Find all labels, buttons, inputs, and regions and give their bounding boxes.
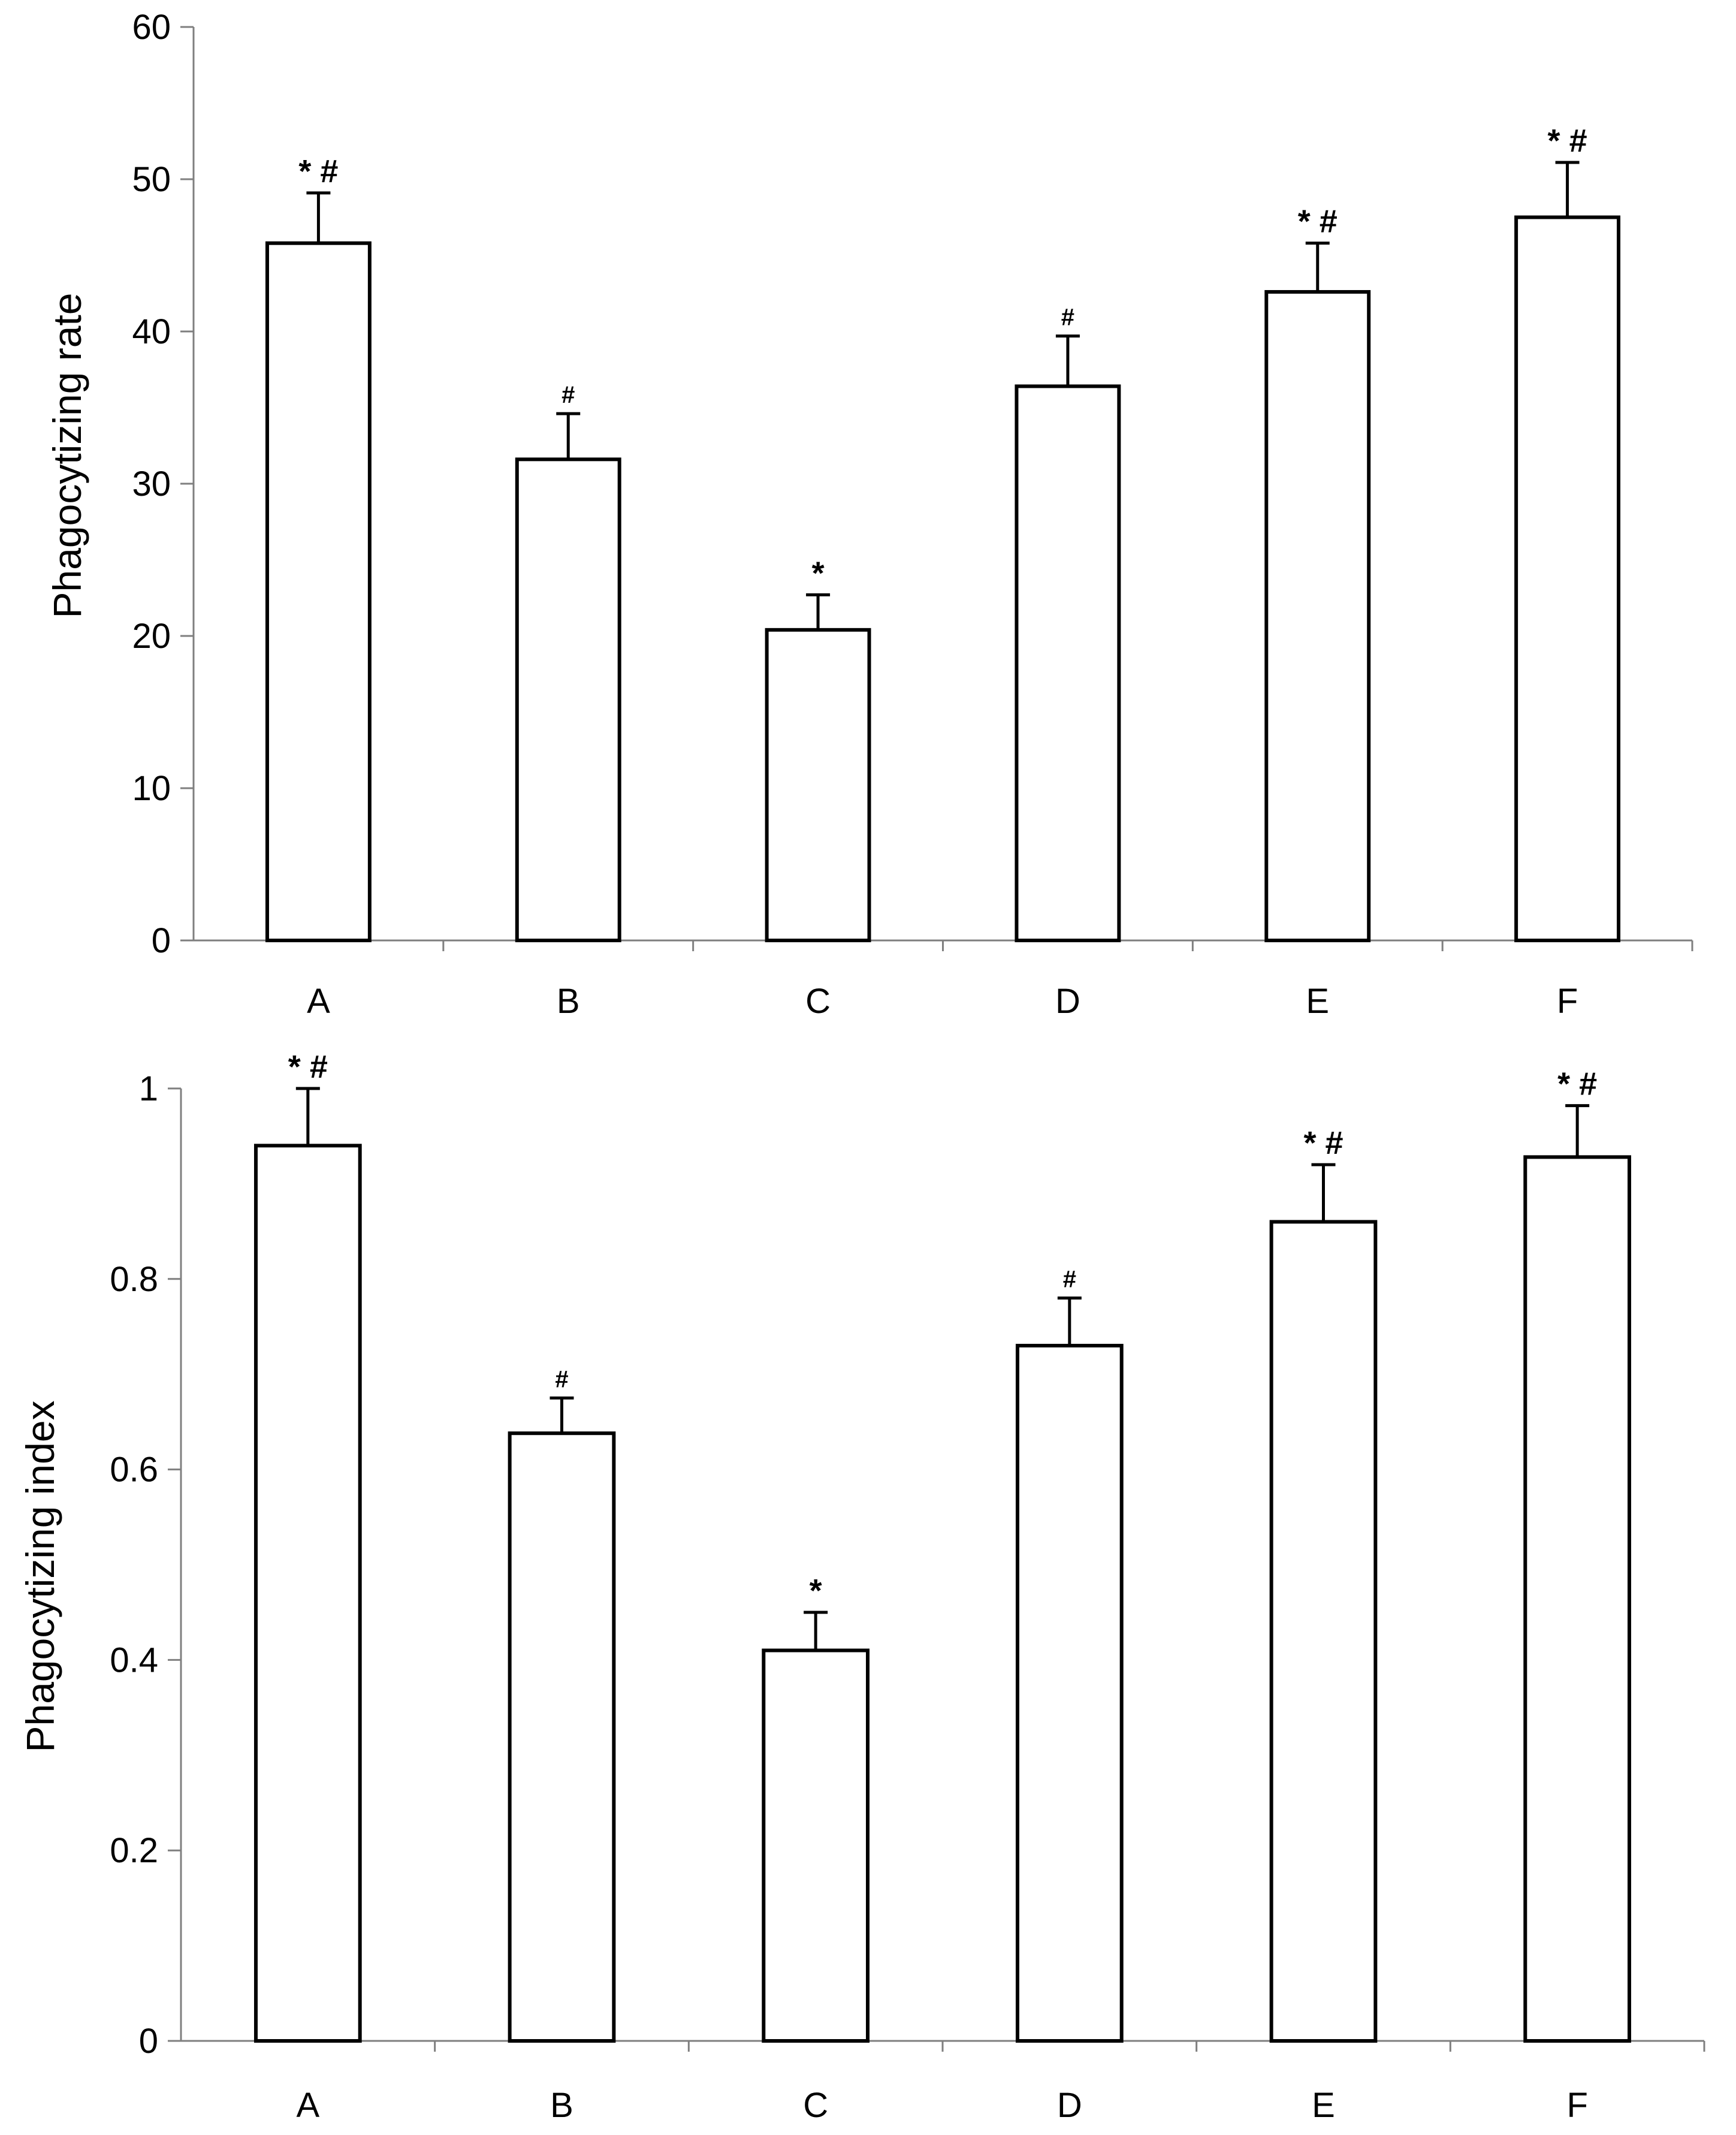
chart-panel-phagocytizing-rate: Phagocytizing rate 0 10 20 30 40 50 60 * # A # B * C… bbox=[45, 8, 1693, 1021]
x-tick-label-C: C bbox=[805, 982, 831, 1021]
bar-F bbox=[1523, 1155, 1632, 2043]
y-tick-label: 0 bbox=[139, 2022, 158, 2061]
y-tick-label: 60 bbox=[132, 8, 171, 47]
significance-label-B: # bbox=[555, 1366, 568, 1392]
y-tick-label: 50 bbox=[132, 160, 171, 199]
y-axis-title: Phagocytizing index bbox=[18, 1400, 62, 1752]
significance-label-E: * # bbox=[1303, 1125, 1343, 1161]
bar-C bbox=[762, 1648, 870, 2043]
x-tick-label-E: E bbox=[1306, 982, 1329, 1021]
x-tick-label-C: C bbox=[803, 2086, 828, 2125]
y-tick-label: 40 bbox=[132, 312, 171, 351]
bar-B bbox=[508, 1431, 616, 2043]
y-tick-label: 0.6 bbox=[110, 1451, 158, 1489]
y-tick-label: 0.2 bbox=[110, 1831, 158, 1870]
y-axis-title: Phagocytizing rate bbox=[45, 293, 89, 619]
significance-label-F: * # bbox=[1557, 1066, 1597, 1102]
significance-label-F: * # bbox=[1548, 123, 1587, 159]
y-tick-label: 0.4 bbox=[110, 1641, 158, 1679]
x-tick-label-B: B bbox=[557, 982, 580, 1021]
x-tick-label-B: B bbox=[550, 2086, 573, 2125]
y-tick-label: 1 bbox=[139, 1069, 158, 1108]
y-tick-label: 0 bbox=[152, 921, 171, 960]
bar-A bbox=[253, 1144, 362, 2043]
y-tick-label: 20 bbox=[132, 617, 171, 656]
bar-E bbox=[1264, 290, 1371, 943]
bar-A bbox=[265, 241, 372, 942]
significance-label-E: * # bbox=[1298, 204, 1338, 240]
x-tick-label-D: D bbox=[1055, 982, 1080, 1021]
significance-label-D: # bbox=[1063, 1266, 1076, 1293]
chart-panel-phagocytizing-index: Phagocytizing index 0 0.2 0.4 0.6 0.8 1 * # A # B… bbox=[18, 1049, 1705, 2125]
significance-label-D: # bbox=[1061, 304, 1074, 331]
significance-label-C: * bbox=[812, 555, 825, 591]
bar-F bbox=[1514, 215, 1621, 942]
significance-label-A: * # bbox=[298, 153, 338, 189]
x-tick-label-A: A bbox=[307, 982, 330, 1021]
y-tick-label: 0.8 bbox=[110, 1260, 158, 1299]
x-tick-label-F: F bbox=[1557, 982, 1578, 1021]
x-tick-label-A: A bbox=[296, 2086, 319, 2125]
x-tick-label-F: F bbox=[1566, 2086, 1587, 2125]
significance-label-C: * bbox=[810, 1573, 822, 1609]
bar-B bbox=[515, 457, 621, 942]
significance-label-A: * # bbox=[288, 1049, 328, 1085]
y-tick-label: 10 bbox=[132, 769, 171, 808]
significance-label-B: # bbox=[561, 382, 575, 408]
x-tick-label-E: E bbox=[1312, 2086, 1335, 2125]
x-tick-label-D: D bbox=[1057, 2086, 1082, 2125]
bar-C bbox=[765, 628, 871, 942]
bar-D bbox=[1015, 384, 1121, 942]
bar-E bbox=[1269, 1220, 1378, 2043]
bar-D bbox=[1015, 1344, 1124, 2043]
y-tick-label: 30 bbox=[132, 465, 171, 503]
